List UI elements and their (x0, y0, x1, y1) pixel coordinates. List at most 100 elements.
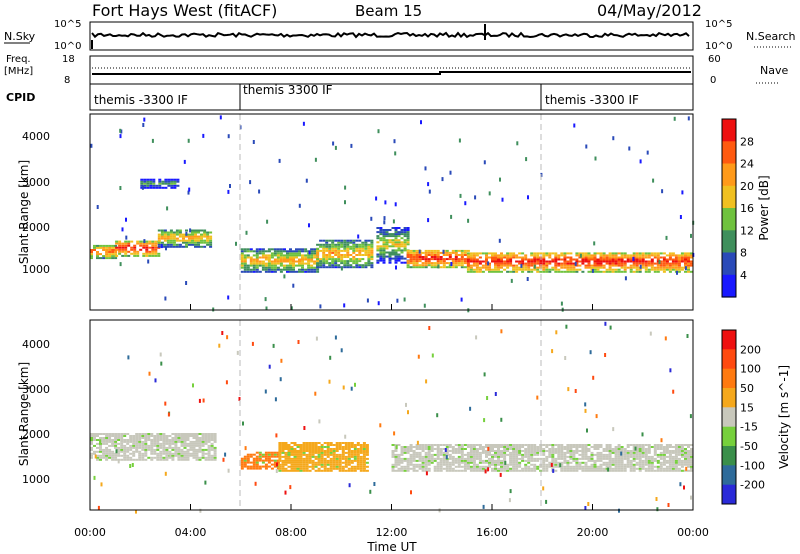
heatmap-cell (472, 461, 476, 464)
heatmap-cell (521, 266, 525, 269)
heatmap-cell (240, 461, 244, 464)
heatmap-cell (359, 463, 363, 466)
heatmap-cell (114, 452, 118, 455)
heatmap-cell (530, 258, 534, 261)
heatmap-cell (590, 453, 594, 456)
heatmap-cell (593, 268, 597, 271)
heatmap-cell (581, 457, 585, 460)
heatmap-cell (140, 186, 144, 189)
heatmap-cell (382, 235, 386, 238)
heatmap-cell (283, 250, 286, 253)
heatmap-cell (485, 453, 488, 456)
heatmap-cell (650, 252, 654, 255)
heatmap-cell (469, 256, 473, 259)
cpid-label: CPID (6, 91, 35, 104)
scatter-cell (425, 379, 428, 384)
scatter-cell (450, 214, 453, 219)
heatmap-cell (108, 444, 112, 447)
heatmap-cell (614, 446, 618, 448)
heatmap-cell (151, 246, 155, 249)
heatmap-cell (442, 459, 446, 462)
heatmap-cell (304, 254, 308, 257)
heatmap-cell (575, 254, 579, 257)
heatmap-cell (614, 453, 618, 456)
heatmap-cell (418, 446, 422, 448)
heatmap-cell (674, 258, 678, 261)
heatmap-cell (111, 450, 115, 453)
heatmap-cell (171, 440, 175, 443)
heatmap-cell (183, 446, 187, 449)
heatmap-cell (135, 448, 139, 451)
heatmap-cell (687, 252, 690, 255)
heatmap-cell (611, 264, 615, 267)
heatmap-cell (409, 463, 413, 466)
heatmap-cell (557, 444, 561, 446)
heatmap-cell (662, 446, 666, 448)
heatmap-cell (175, 233, 179, 236)
heatmap-cell (382, 247, 386, 250)
heatmap-cell (475, 451, 479, 454)
heatmap-cell (210, 444, 214, 447)
heatmap-cell (279, 250, 283, 253)
heatmap-cell (203, 231, 207, 234)
heatmap-cell (494, 450, 497, 452)
heatmap-cell (347, 461, 351, 464)
heatmap-cell (273, 455, 277, 458)
heatmap-cell (566, 469, 570, 472)
heatmap-cell (331, 249, 335, 252)
heatmap-cell (466, 260, 470, 263)
velocity-colorbar-label: Velocity [m s^-1] (777, 365, 791, 469)
heatmap-cell (105, 251, 109, 253)
heatmap-cell (400, 451, 404, 454)
heatmap-cell (503, 453, 507, 456)
heatmap-cell (662, 448, 666, 450)
heatmap-cell (356, 467, 360, 470)
heatmap-cell (325, 245, 329, 248)
heatmap-cell (632, 451, 636, 454)
heatmap-cell (203, 239, 207, 242)
heatmap-cell (632, 260, 636, 263)
heatmap-cell (338, 461, 342, 464)
heatmap-cell (278, 451, 282, 454)
heatmap-cell (105, 446, 109, 449)
scatter-cell (484, 469, 487, 474)
heatmap-cell (584, 446, 588, 448)
heatmap-cell (141, 435, 145, 437)
heatmap-cell (195, 448, 199, 451)
heatmap-cell (436, 254, 440, 256)
heatmap-cell (320, 465, 324, 468)
heatmap-cell (270, 264, 274, 267)
heatmap-cell (677, 254, 681, 257)
heatmap-cell (463, 258, 467, 261)
heatmap-cell (587, 262, 591, 265)
heatmap-cell (524, 450, 528, 452)
heatmap-cell (488, 266, 491, 269)
heatmap-cell (394, 459, 398, 462)
heatmap-cell (358, 260, 362, 263)
heatmap-cell (563, 446, 567, 448)
heatmap-cell (170, 182, 174, 185)
heatmap-cell (316, 251, 320, 254)
heatmap-cell (566, 448, 570, 450)
heatmap-cell (255, 248, 259, 251)
heatmap-cell (124, 240, 128, 243)
heatmap-cell (276, 256, 280, 259)
heatmap-cell (370, 266, 374, 269)
heatmap-cell (485, 268, 488, 271)
heatmap-cell (611, 262, 615, 265)
heatmap-cell (301, 260, 304, 263)
heatmap-cell (273, 248, 277, 251)
heatmap-cell (114, 257, 118, 260)
heatmap-cell (500, 469, 503, 472)
heatmap-cell (674, 461, 678, 464)
heatmap-cell (111, 255, 115, 258)
heatmap-cell (317, 455, 321, 458)
heatmap-cell (182, 235, 185, 238)
heatmap-cell (397, 453, 401, 456)
heatmap-cell (557, 453, 561, 456)
heatmap-cell (90, 452, 93, 455)
heatmap-cell (308, 450, 312, 452)
heatmap-cell (563, 254, 567, 257)
scatter-cell (121, 227, 124, 232)
heatmap-cell (270, 455, 274, 458)
